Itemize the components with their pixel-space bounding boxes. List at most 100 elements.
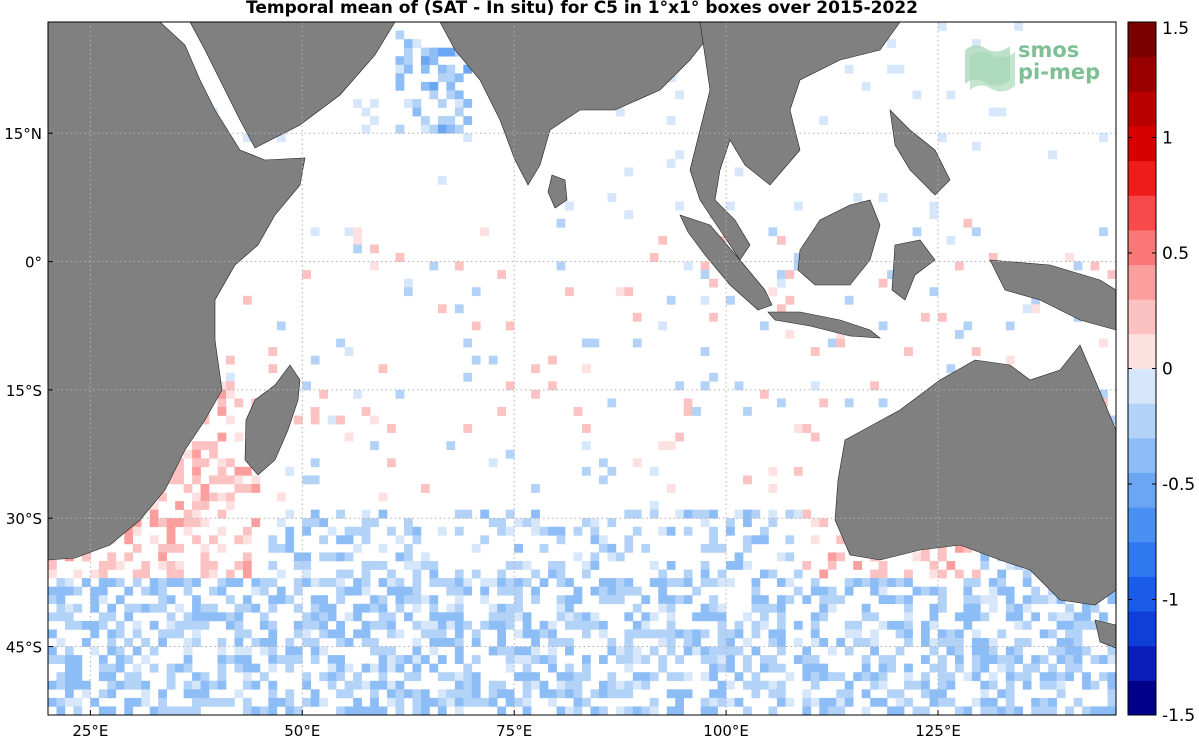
- data-cell: [624, 210, 634, 220]
- data-cell: [954, 646, 964, 656]
- data-cell: [268, 535, 278, 545]
- data-cell: [598, 578, 608, 587]
- data-cell: [1005, 561, 1015, 570]
- data-cell: [700, 569, 710, 579]
- data-cell: [700, 655, 710, 664]
- data-cell: [107, 552, 117, 562]
- data-cell: [988, 697, 998, 707]
- data-cell: [904, 672, 913, 682]
- data-cell: [582, 569, 591, 579]
- data-cell: [980, 646, 990, 656]
- data-cell: [776, 638, 786, 647]
- data-cell: [556, 689, 566, 699]
- data-cell: [802, 646, 812, 656]
- data-cell: [1090, 620, 1100, 630]
- data-cell: [336, 663, 345, 673]
- data-cell: [217, 655, 227, 664]
- data-cell: [395, 655, 405, 664]
- data-cell: [353, 244, 362, 254]
- data-cell: [1065, 253, 1074, 262]
- data-cell: [285, 509, 295, 519]
- data-cell: [844, 398, 854, 408]
- data-cell: [971, 578, 981, 587]
- data-cell: [183, 526, 193, 536]
- data-cell: [412, 595, 422, 605]
- data-cell: [64, 620, 74, 630]
- data-cell: [531, 638, 540, 647]
- colorbar-level: [1128, 333, 1156, 369]
- data-cell: [132, 620, 142, 630]
- data-cell: [522, 629, 532, 639]
- data-cell: [175, 578, 184, 587]
- data-cell: [590, 526, 600, 536]
- data-cell: [819, 586, 829, 596]
- data-cell: [607, 672, 617, 682]
- x-axis-ticks: 25°E 50°E 75°E 100°E 125°E: [72, 710, 961, 740]
- data-cell: [395, 578, 405, 587]
- data-cell: [929, 586, 939, 596]
- data-cell: [48, 561, 57, 570]
- data-cell: [895, 697, 905, 707]
- data-cell: [192, 466, 201, 476]
- data-cell: [802, 672, 812, 682]
- data-cell: [709, 672, 718, 682]
- data-cell: [132, 569, 142, 579]
- data-cell: [1065, 672, 1074, 682]
- data-cell: [1090, 680, 1100, 690]
- data-cell: [387, 680, 396, 690]
- data-cell: [488, 578, 498, 587]
- data-cell: [844, 697, 854, 707]
- data-cell: [353, 629, 362, 639]
- data-cell: [810, 347, 820, 356]
- data-cell: [56, 595, 66, 605]
- data-cell: [675, 629, 685, 639]
- data-cell: [115, 655, 125, 664]
- data-cell: [861, 672, 871, 682]
- data-cell: [64, 672, 74, 682]
- data-cell: [56, 672, 66, 682]
- data-cell: [810, 638, 820, 647]
- data-cell: [420, 561, 430, 570]
- data-cell: [776, 552, 786, 562]
- data-cell: [344, 680, 354, 690]
- data-cell: [565, 646, 574, 656]
- data-cell: [980, 706, 990, 715]
- data-cell: [353, 578, 362, 587]
- data-cell: [64, 612, 74, 622]
- data-cell: [1048, 646, 1057, 656]
- data-cell: [412, 697, 422, 707]
- data-cell: [293, 603, 303, 613]
- data-cell: [582, 364, 591, 374]
- data-cell: [437, 655, 447, 664]
- data-cell: [471, 321, 481, 331]
- data-cell: [887, 578, 896, 587]
- data-cell: [302, 569, 312, 579]
- data-cell: [48, 612, 57, 622]
- data-cell: [760, 620, 769, 630]
- data-cell: [336, 672, 345, 682]
- data-cell: [607, 193, 617, 202]
- y-axis-ticks: 15°N0°15°S30°S45°S: [4, 125, 53, 657]
- data-cell: [310, 407, 320, 416]
- data-cell: [658, 321, 668, 331]
- data-cell: [1065, 663, 1074, 673]
- data-cell: [370, 620, 379, 630]
- data-cell: [827, 586, 837, 596]
- data-cell: [946, 629, 956, 639]
- data-cell: [717, 569, 727, 579]
- data-cell: [183, 706, 193, 715]
- x-tick-label: 125°E: [915, 722, 961, 740]
- data-cell: [658, 441, 668, 451]
- x-tick-label: 75°E: [496, 722, 532, 740]
- data-cell: [658, 655, 668, 664]
- data-cell: [454, 90, 464, 100]
- data-cell: [454, 697, 464, 707]
- data-cell: [768, 655, 778, 664]
- data-cell: [666, 603, 676, 613]
- data-cell: [353, 235, 362, 245]
- data-cell: [963, 620, 973, 630]
- data-cell: [310, 518, 320, 528]
- data-cell: [938, 629, 947, 639]
- data-cell: [870, 638, 879, 647]
- data-cell: [404, 526, 413, 536]
